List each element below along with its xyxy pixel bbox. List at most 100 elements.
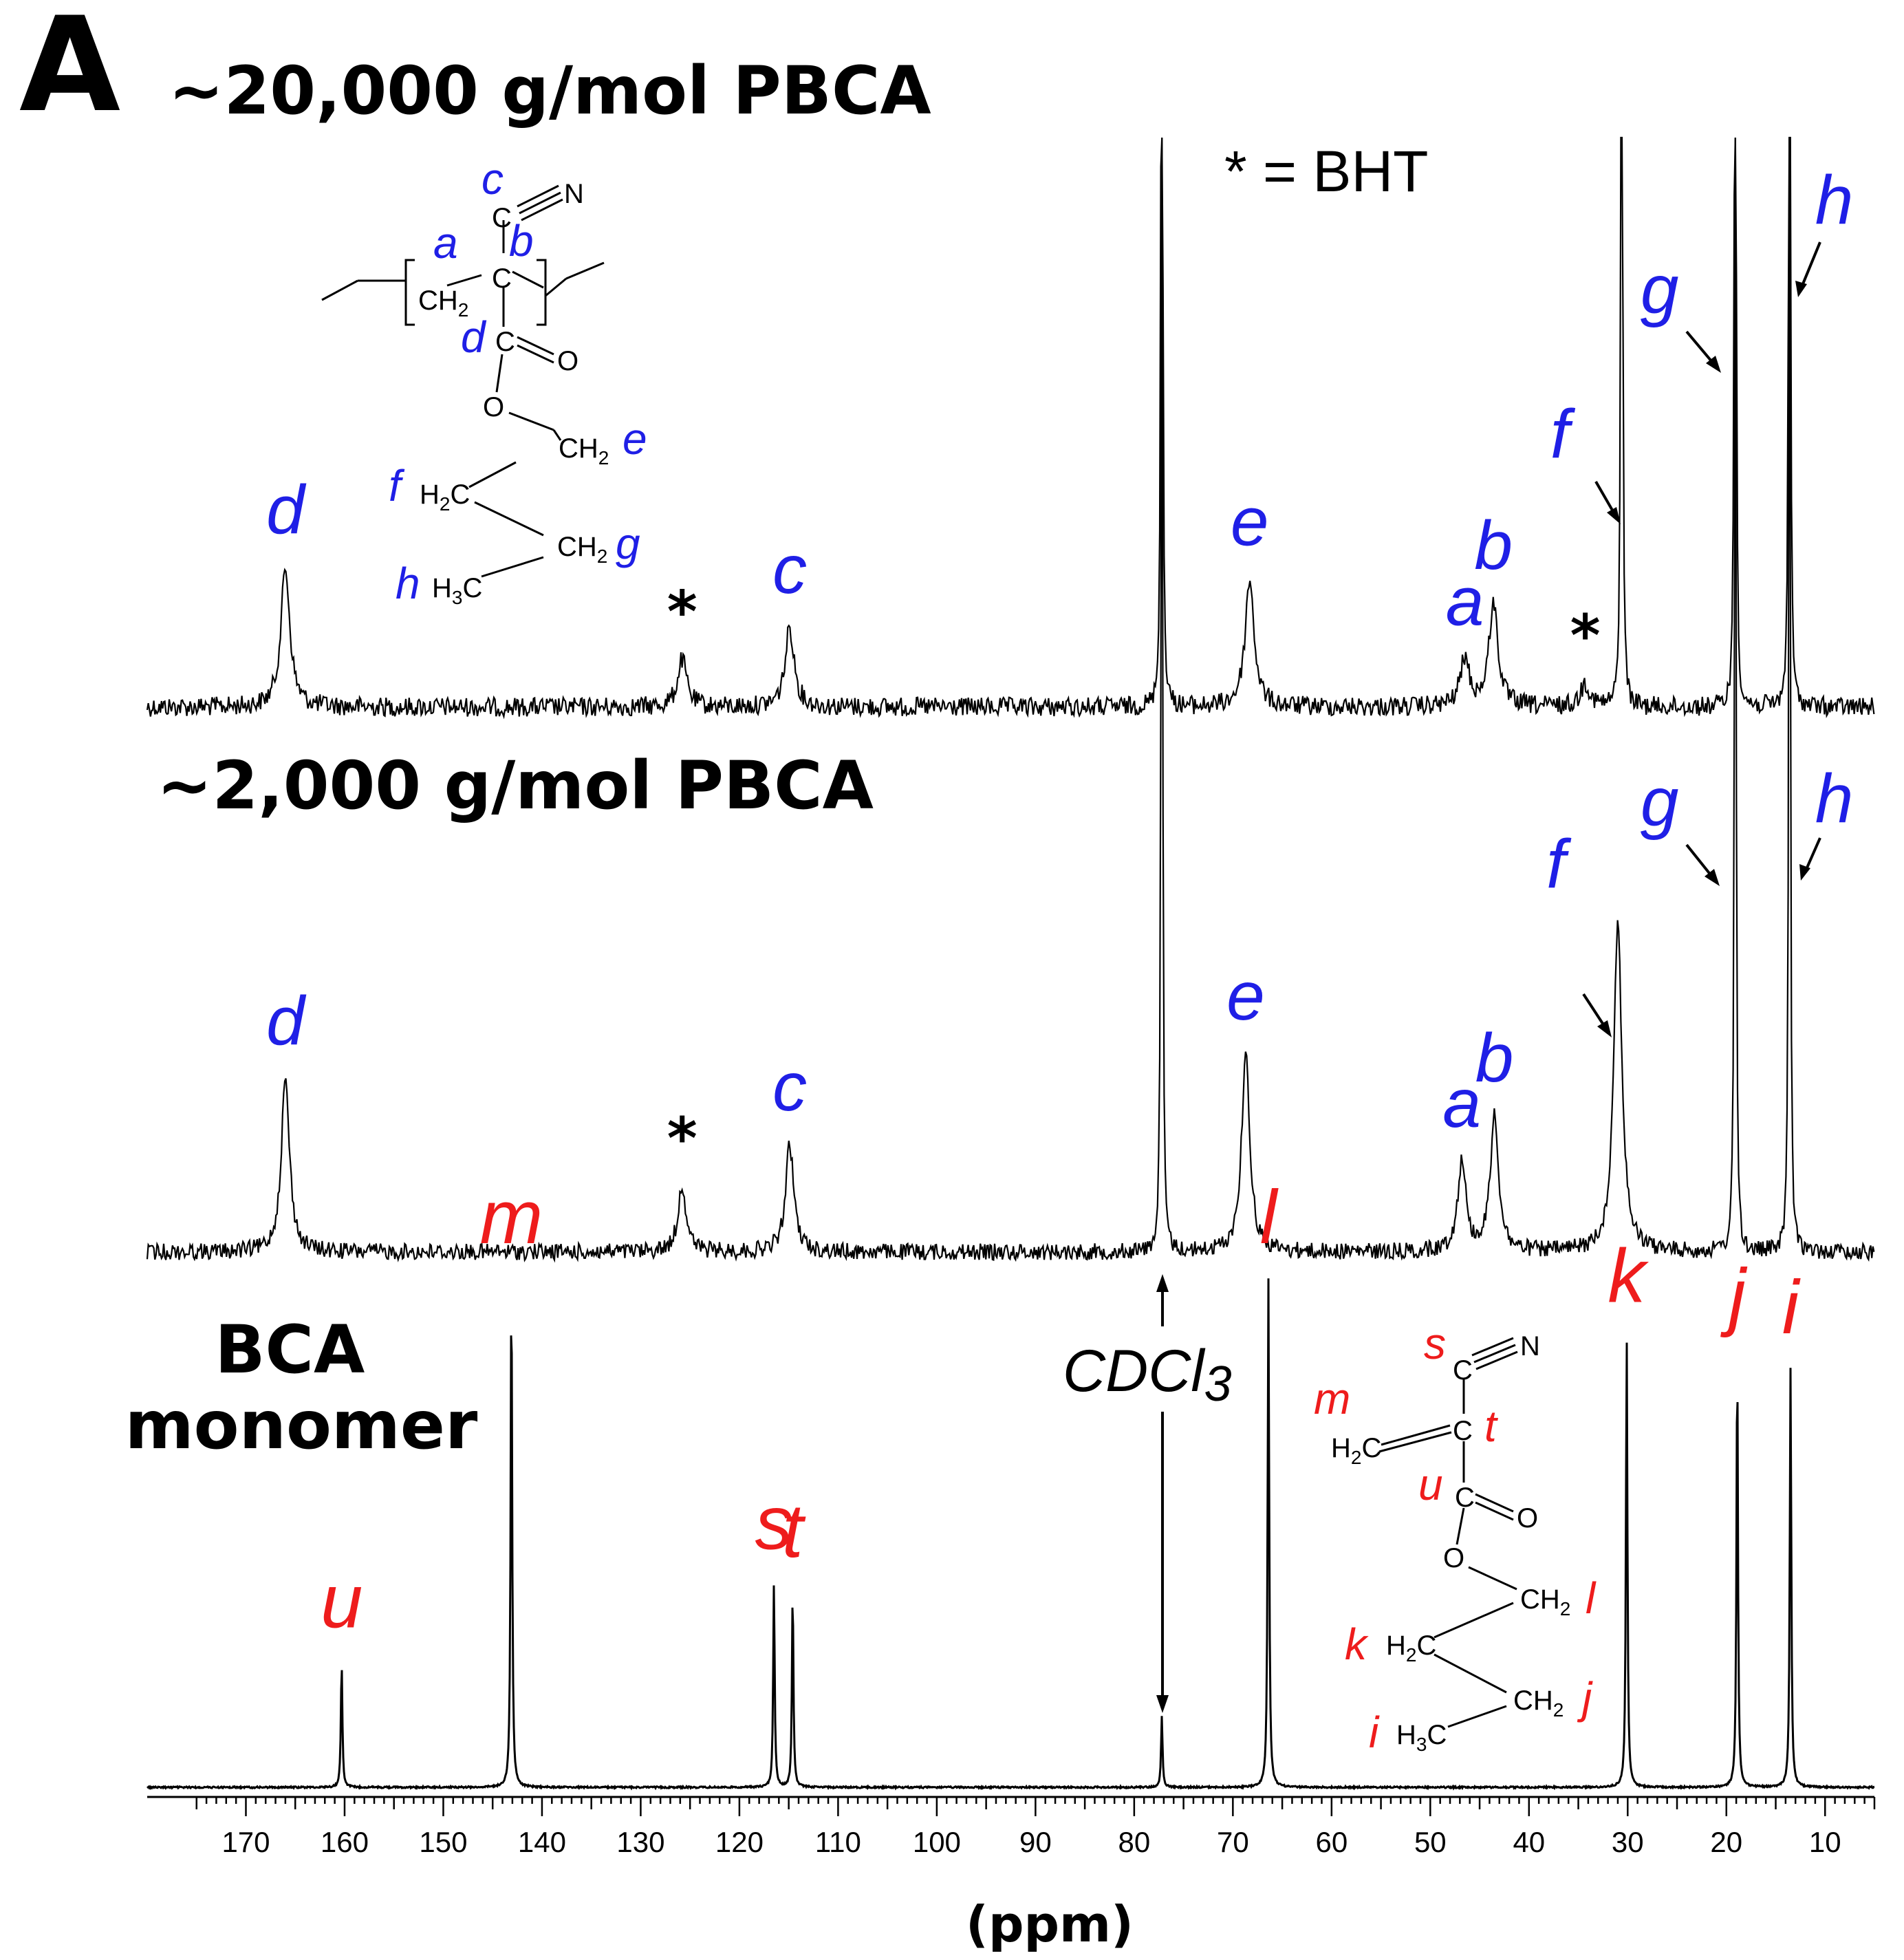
position-label: e bbox=[623, 414, 647, 464]
series-title-monomer-line: monomer bbox=[125, 1387, 478, 1464]
peak-label: u bbox=[321, 1560, 363, 1644]
cdcl3-label: CDCl3 bbox=[1063, 1338, 1231, 1412]
atom: O bbox=[557, 346, 578, 376]
peak-label: f bbox=[1546, 826, 1572, 903]
peak-label: i bbox=[1782, 1265, 1801, 1350]
atom: H3C bbox=[1396, 1720, 1447, 1755]
arrowhead bbox=[1705, 869, 1720, 886]
tick-label: 50 bbox=[1414, 1826, 1447, 1858]
position-label: f bbox=[389, 461, 405, 510]
tick-label: 130 bbox=[616, 1826, 664, 1858]
atom: CH2 bbox=[559, 433, 609, 469]
position-label: l bbox=[1586, 1573, 1597, 1623]
peak-label: j bbox=[1720, 1253, 1747, 1338]
annotation-arrows bbox=[1156, 241, 1821, 1713]
series-title-2000: ~2,000 g/mol PBCA bbox=[157, 747, 874, 824]
position-label: m bbox=[1314, 1374, 1350, 1423]
peak-label: l bbox=[1260, 1175, 1279, 1260]
atom: O bbox=[483, 392, 504, 422]
peak-label: t bbox=[782, 1489, 806, 1573]
tick-label: 160 bbox=[321, 1826, 369, 1858]
monomer-bonds bbox=[1378, 1337, 1518, 1728]
peak-label: k bbox=[1608, 1234, 1649, 1319]
atom: C bbox=[1453, 1416, 1473, 1446]
position-label: a bbox=[433, 218, 458, 268]
peak-label: d bbox=[266, 982, 307, 1059]
atom: O bbox=[1517, 1503, 1538, 1533]
atom: N bbox=[1520, 1331, 1540, 1361]
monomer-position-labels: s m t u l k j i bbox=[1314, 1319, 1597, 1757]
peak-label: g bbox=[1641, 251, 1679, 328]
monomer-structure: C N H2C C C O O CH2 H2C CH2 H3C s m t u … bbox=[1314, 1319, 1597, 1757]
series-trace bbox=[146, 137, 1875, 1263]
peak-label: e bbox=[1231, 483, 1269, 560]
series-title-monomer: BCA monomer bbox=[125, 1311, 478, 1464]
position-label: b bbox=[509, 216, 534, 266]
atom: H3C bbox=[432, 573, 482, 608]
bht-marker: * bbox=[667, 578, 697, 645]
arrow-h-top bbox=[1799, 241, 1821, 290]
arrowhead bbox=[1706, 356, 1721, 373]
tick-label: 100 bbox=[913, 1826, 961, 1858]
polymer-structure: C N C CH2 C O O CH2 H2C CH2 H3C c a b d … bbox=[321, 154, 647, 608]
x-axis: 170 160 150 140 130 120 110 100 90 80 70 60 50 40 30 20… bbox=[147, 1796, 1876, 1858]
peak-label: h bbox=[1815, 162, 1854, 239]
peak-label: b bbox=[1474, 507, 1513, 584]
arrowhead bbox=[1795, 281, 1807, 297]
tick-label: 10 bbox=[1809, 1826, 1841, 1858]
bht-marker: * bbox=[1570, 602, 1601, 669]
series-trace bbox=[147, 1278, 1875, 1791]
polymer-position-labels: c a b d e f g h bbox=[389, 154, 647, 608]
position-label: g bbox=[616, 519, 640, 568]
peak-label: c bbox=[772, 531, 807, 608]
series-title-20000: ~20,000 g/mol PBCA bbox=[169, 52, 931, 129]
cdcl3-subscript: 3 bbox=[1204, 1357, 1231, 1412]
monomer-atoms: C N H2C C C O O CH2 H2C CH2 H3C bbox=[1331, 1331, 1570, 1755]
atom: CH2 bbox=[557, 532, 607, 567]
tick-label: 110 bbox=[815, 1826, 861, 1858]
position-label: u bbox=[1418, 1460, 1443, 1509]
tick-label: 30 bbox=[1612, 1826, 1644, 1858]
peak-label: e bbox=[1226, 958, 1265, 1035]
position-label: h bbox=[396, 559, 420, 608]
peak-label: s bbox=[755, 1481, 793, 1566]
position-label: c bbox=[482, 154, 504, 204]
position-label: j bbox=[1577, 1673, 1593, 1723]
atom: CH2 bbox=[1513, 1686, 1564, 1721]
tick-label: 90 bbox=[1019, 1826, 1052, 1858]
atom: CH2 bbox=[1520, 1584, 1570, 1619]
series-title-monomer-line: BCA bbox=[215, 1311, 365, 1388]
atom: C bbox=[1455, 1483, 1475, 1513]
tick-label: 170 bbox=[221, 1826, 270, 1858]
position-label: s bbox=[1424, 1319, 1446, 1368]
polymer-atoms: C N C CH2 C O O CH2 H2C CH2 H3C bbox=[418, 179, 609, 608]
atom: H2C bbox=[420, 480, 470, 515]
x-axis-label: (ppm) bbox=[966, 1895, 1134, 1953]
arrowhead bbox=[1799, 864, 1810, 881]
bht-marker: * bbox=[667, 1105, 697, 1172]
atom: C bbox=[1453, 1355, 1473, 1386]
atom: C bbox=[492, 203, 512, 233]
peak-label: b bbox=[1475, 1020, 1514, 1097]
arrowhead bbox=[1597, 1020, 1612, 1037]
spectra-traces bbox=[146, 136, 1875, 1791]
peak-label: a bbox=[1442, 1065, 1481, 1142]
tick-label: 20 bbox=[1710, 1826, 1742, 1858]
position-label: k bbox=[1345, 1619, 1369, 1669]
arrowhead bbox=[1156, 1695, 1169, 1713]
peak-label: d bbox=[266, 471, 307, 548]
tick-label: 120 bbox=[715, 1826, 764, 1858]
atom: H2C bbox=[1331, 1433, 1381, 1468]
series-trace bbox=[146, 136, 1875, 720]
tick-label: 140 bbox=[518, 1826, 566, 1858]
tick-label: 60 bbox=[1315, 1826, 1348, 1858]
position-label: t bbox=[1484, 1401, 1498, 1451]
atom: C bbox=[492, 263, 512, 294]
peak-label: g bbox=[1641, 764, 1679, 841]
cdcl3-text: CDCl bbox=[1063, 1338, 1206, 1404]
tick-label: 80 bbox=[1118, 1826, 1150, 1858]
position-label: i bbox=[1369, 1708, 1380, 1757]
arrow-h-mid bbox=[1804, 837, 1821, 873]
atom: CH2 bbox=[418, 286, 468, 321]
